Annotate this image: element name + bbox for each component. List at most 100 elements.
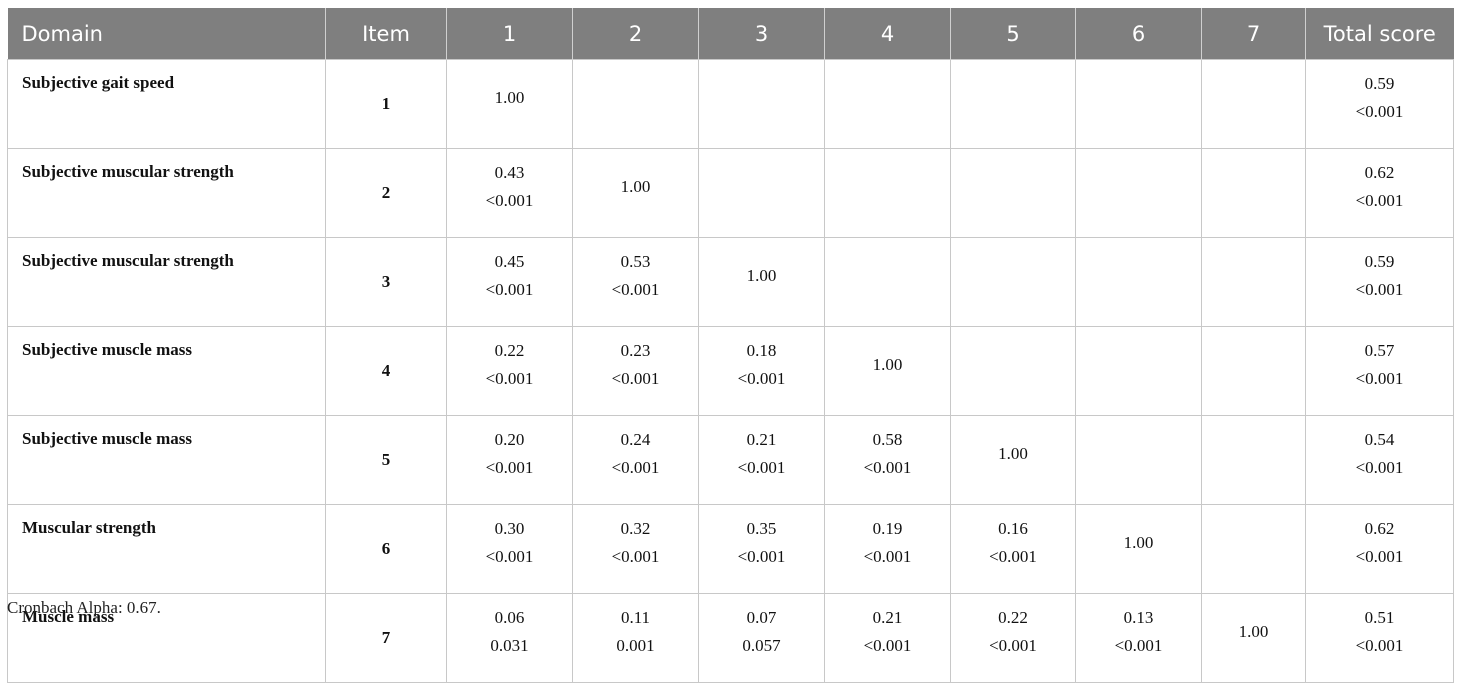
cell-values: 0.35 <0.001 (738, 505, 786, 571)
correlation-cell (1201, 504, 1306, 594)
correlation-cell (950, 326, 1076, 416)
cell-values: 0.16 <0.001 (989, 505, 1037, 571)
coefficient-value: 1.00 (998, 444, 1028, 463)
cell-values: 0.19 <0.001 (864, 505, 912, 571)
header-col-4: 4 (824, 8, 951, 60)
correlation-cell: 0.22 <0.001 (950, 593, 1076, 683)
cell-values: 1.00 (621, 149, 651, 224)
item-cell: 3 (325, 237, 447, 327)
correlation-cell: 0.11 0.001 (572, 593, 699, 683)
cell-values: 0.30 <0.001 (486, 505, 534, 571)
coefficient-value: 0.18 (746, 341, 777, 360)
cell-values: 0.18 <0.001 (738, 327, 786, 393)
coefficient-value: 0.21 (872, 608, 903, 627)
correlation-cell (1201, 59, 1306, 149)
p-value: <0.001 (863, 547, 912, 566)
cell-values: 1.00 (747, 238, 777, 313)
p-value: 0.001 (616, 636, 655, 655)
total-score-cell: 0.51 <0.001 (1305, 593, 1454, 683)
domain-cell: Subjective muscle mass (7, 415, 326, 505)
header-total-score: Total score (1305, 8, 1454, 60)
cell-values: 0.32 <0.001 (612, 505, 660, 571)
cell-values: 0.23 <0.001 (612, 327, 660, 393)
p-value: <0.001 (485, 280, 534, 299)
correlation-cell (824, 237, 951, 327)
cell-values: 0.45 <0.001 (486, 238, 534, 304)
correlation-cell: 0.45 <0.001 (446, 237, 573, 327)
p-value: <0.001 (1355, 458, 1404, 477)
cell-values: 0.53 <0.001 (612, 238, 660, 304)
correlation-cell: 0.06 0.031 (446, 593, 573, 683)
p-value: <0.001 (737, 458, 786, 477)
p-value: <0.001 (485, 458, 534, 477)
cell-values: 1.00 (1124, 505, 1154, 580)
cell-values: 0.59 <0.001 (1356, 60, 1404, 126)
correlation-cell: 0.43 <0.001 (446, 148, 573, 238)
correlation-cell (950, 59, 1076, 149)
coefficient-value: 0.23 (620, 341, 651, 360)
cell-values: 0.22 <0.001 (486, 327, 534, 393)
table-row: Subjective muscle mass 4 0.22 <0.001 0.23 <0.… (7, 326, 1454, 416)
cell-values: 0.62 <0.001 (1356, 149, 1404, 215)
correlation-cell: 0.32 <0.001 (572, 504, 699, 594)
table-row: Subjective muscle mass 5 0.20 <0.001 0.24 <0.… (7, 415, 1454, 505)
correlation-cell: 0.13 <0.001 (1075, 593, 1202, 683)
domain-cell: Subjective muscular strength (7, 237, 326, 327)
p-value: <0.001 (611, 458, 660, 477)
cell-values: 0.62 <0.001 (1356, 505, 1404, 571)
correlation-cell: 0.23 <0.001 (572, 326, 699, 416)
cell-values: 0.59 <0.001 (1356, 238, 1404, 304)
correlation-cell: 0.20 <0.001 (446, 415, 573, 505)
header-col-7: 7 (1201, 8, 1306, 60)
domain-cell: Subjective muscle mass (7, 326, 326, 416)
correlation-cell: 0.19 <0.001 (824, 504, 951, 594)
coefficient-value: 0.35 (746, 519, 777, 538)
p-value: <0.001 (863, 636, 912, 655)
coefficient-value: 0.45 (494, 252, 525, 271)
header-col-5: 5 (950, 8, 1076, 60)
coefficient-value: 0.59 (1364, 74, 1395, 93)
correlation-cell: 0.16 <0.001 (950, 504, 1076, 594)
item-cell: 1 (325, 59, 447, 149)
p-value: <0.001 (611, 369, 660, 388)
coefficient-value: 0.51 (1364, 608, 1395, 627)
coefficient-value: 1.00 (746, 266, 777, 285)
correlation-cell (1201, 237, 1306, 327)
coefficient-value: 0.11 (620, 608, 651, 627)
coefficient-value: 0.16 (998, 519, 1028, 538)
coefficient-value: 1.00 (1123, 533, 1154, 552)
p-value: <0.001 (1355, 191, 1404, 210)
header-col-3: 3 (698, 8, 825, 60)
correlation-cell: 0.58 <0.001 (824, 415, 951, 505)
p-value: <0.001 (1355, 547, 1404, 566)
header-row: Domain Item 1 2 3 4 5 6 7 Total score (7, 8, 1454, 60)
correlation-cell: 0.30 <0.001 (446, 504, 573, 594)
cell-values: 1.00 (873, 327, 903, 402)
correlation-cell: 0.07 0.057 (698, 593, 825, 683)
cell-values: 1.00 (998, 416, 1028, 491)
coefficient-value: 0.62 (1364, 163, 1395, 182)
correlation-cell: 0.21 <0.001 (824, 593, 951, 683)
correlation-cell (824, 59, 951, 149)
cell-values: 0.07 0.057 (742, 594, 780, 660)
header-domain: Domain (7, 8, 326, 60)
cell-values: 0.57 <0.001 (1356, 327, 1404, 393)
correlation-cell (1075, 326, 1202, 416)
p-value: <0.001 (737, 547, 786, 566)
correlation-cell (1075, 415, 1202, 505)
p-value: <0.001 (863, 458, 912, 477)
footnote: Cronbach Alpha: 0.67. (7, 598, 161, 617)
coefficient-value: 1.00 (620, 177, 651, 196)
total-score-cell: 0.62 <0.001 (1305, 148, 1454, 238)
cell-values: 0.21 <0.001 (738, 416, 786, 482)
cell-values: 0.51 <0.001 (1356, 594, 1404, 660)
p-value: 0.031 (490, 636, 529, 655)
coefficient-value: 1.00 (1238, 622, 1269, 641)
correlation-cell: 0.53 <0.001 (572, 237, 699, 327)
correlation-cell: 1.00 (824, 326, 951, 416)
p-value: 0.057 (742, 636, 781, 655)
coefficient-value: 0.59 (1364, 252, 1395, 271)
coefficient-value: 0.32 (620, 519, 651, 538)
item-cell: 4 (325, 326, 447, 416)
correlation-cell: 0.35 <0.001 (698, 504, 825, 594)
